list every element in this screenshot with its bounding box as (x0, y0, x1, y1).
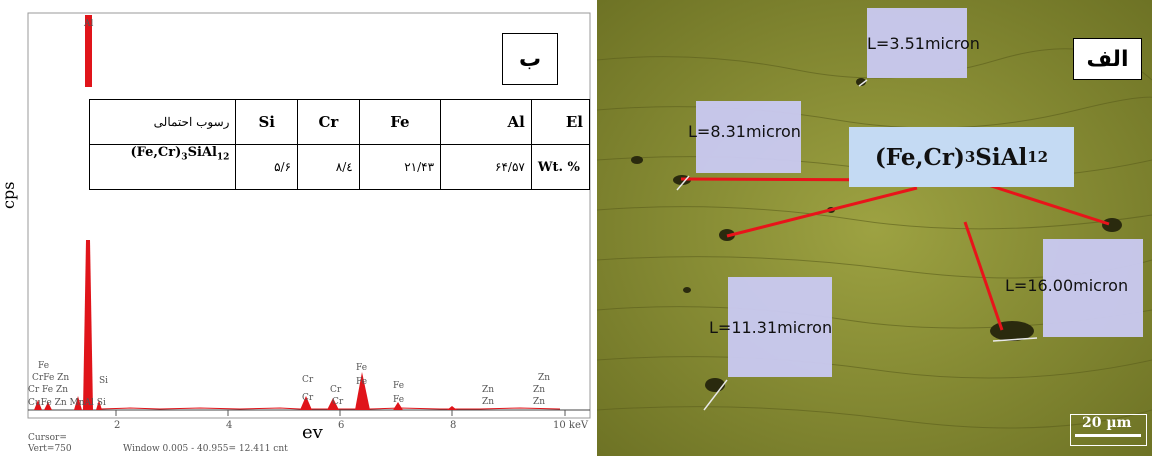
scale-bar-line (1075, 434, 1141, 437)
x-tick-2: 2 (114, 420, 120, 431)
measure-line-3 (984, 182, 1110, 226)
measure-label-4: L=11.31micron (709, 318, 833, 337)
peak-label-cr-d: Cr (332, 397, 344, 407)
formula-part-2: SiAl (975, 143, 1028, 171)
table-header-cell: El (530, 99, 591, 145)
peak-label-fe-a: Fe (356, 363, 367, 373)
table-header-cell: Cr (297, 99, 360, 145)
composition-table: رسوب احتمالی Si Cr Fe Al El (Fe,Cr)3SiAl… (88, 99, 591, 190)
plot-frame (27, 12, 591, 419)
peak-label-fe-d: Fe (393, 395, 404, 405)
x-tick-10: 10 keV (553, 420, 589, 431)
peak-label-zn-e: Zn (533, 397, 545, 407)
measure-box-3 (1043, 239, 1143, 337)
eds-spectrum-panel: cps ev 2 4 6 8 10 keV Al Fe CrFe Zn Cr F… (0, 12, 591, 454)
cr-peak-2 (327, 398, 339, 410)
peak-label-crfezn-1: CrFe Zn (32, 373, 69, 383)
peak-3 (74, 396, 82, 410)
peak-label-zn-a: Zn (482, 385, 494, 395)
vert-readout: Vert=750 (27, 444, 72, 454)
table-cell: ۵/۶ (235, 144, 299, 190)
formula-sub-2: 12 (1027, 148, 1049, 166)
formula-sub-1: 3 (964, 148, 976, 166)
table-cell-precipitate: (Fe,Cr)3SiAl12 (88, 144, 237, 190)
peak-label-zn-b: Zn (482, 397, 494, 407)
measure-box-1 (867, 8, 967, 78)
table-header-cell: رسوب احتمالی (88, 99, 237, 145)
table-cell: ۲۱/۴۳ (358, 144, 442, 190)
table-cell: ۶۴/۵۷ (440, 144, 532, 190)
table-header-cell: Fe (358, 99, 442, 145)
measure-label-1: L=3.51micron (867, 34, 980, 53)
peak-label-si: Si (99, 376, 108, 386)
x-tick-6: 6 (338, 420, 344, 431)
window-readout: Window 0.005 - 40.955= 12.411 cnt (123, 444, 288, 454)
cursor-readout: Cursor= (28, 433, 67, 443)
peak-label-fe-b: Fe (356, 377, 367, 387)
peak-label-al: Al (83, 19, 93, 29)
micrograph-panel: L=3.51micron L=8.31micron L=16.00micron … (597, 0, 1152, 456)
si-peak (96, 400, 102, 410)
scale-bar-frame (1070, 414, 1147, 446)
peak-label-fe-left: Fe (38, 361, 49, 371)
peak-label-cufezn: CuFe Zn MnAl Si (28, 398, 106, 408)
fe-peak-main (355, 372, 370, 410)
cr-peak-1 (300, 396, 312, 410)
measure-label-3: L=16.00micron (1005, 276, 1129, 295)
measure-box-4 (728, 277, 832, 377)
peak-label-zn-d: Zn (533, 385, 545, 395)
table-row: (Fe,Cr)3SiAl12 ۵/۶ ۸/٤ ۲۱/۴۳ ۶۴/۵۷ Wt. % (88, 144, 591, 190)
al-peak-top (85, 15, 92, 87)
panel-tag-alef: الف (1073, 38, 1142, 80)
measure-line-4 (963, 221, 1004, 331)
peak-label-cr-c: Cr (330, 385, 342, 395)
table-header-row: رسوب احتمالی Si Cr Fe Al El (88, 99, 591, 145)
table-cell-unit: Wt. % (530, 144, 591, 190)
measure-box-2 (696, 101, 801, 173)
peak-label-cr-a: Cr (302, 375, 314, 385)
peak-label-crfezn-2: Cr Fe Zn (28, 385, 68, 395)
x-tick-4: 4 (226, 420, 232, 431)
eds-spectrum-chart: cps ev 2 4 6 8 10 keV Al Fe CrFe Zn Cr F… (0, 12, 591, 454)
peak-label-cr-b: Cr (302, 393, 314, 403)
peak-label-zn-c: Zn (538, 373, 550, 383)
precipitate-formula: (Fe,Cr) 3 SiAl 12 (849, 127, 1074, 187)
y-axis-label: cps (0, 182, 18, 209)
spectrum-baseline (99, 407, 561, 410)
measure-line-2 (726, 186, 918, 238)
table-header-cell: Al (440, 99, 532, 145)
table-cell: ۸/٤ (297, 144, 360, 190)
table-header-cell: Si (235, 99, 299, 145)
panel-tag-b: ب (502, 33, 558, 85)
measure-label-2: L=8.31micron (688, 122, 801, 141)
peak-label-fe-c: Fe (393, 381, 404, 391)
peak-1 (34, 400, 42, 410)
formula-part-1: (Fe,Cr) (874, 143, 965, 171)
x-tick-8: 8 (450, 420, 456, 431)
x-axis-label: ev (302, 422, 324, 443)
al-peak (83, 240, 93, 410)
scale-bar-label: 20 µm (1082, 415, 1132, 431)
peak-2 (44, 402, 52, 410)
x-ticks (115, 410, 566, 416)
